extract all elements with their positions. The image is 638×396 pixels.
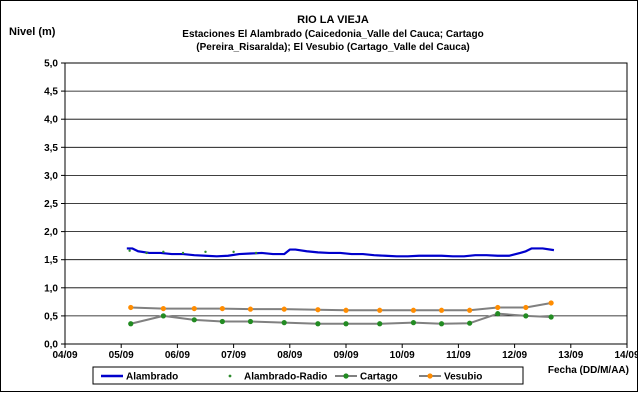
x-tick-label: 04/09 [52,350,77,361]
x-axis-label: Fecha (DD/M/AA) [548,365,629,376]
data-point [467,307,473,313]
data-point [160,313,166,319]
x-tick-label: 14/09 [614,350,637,361]
series-line [126,247,555,258]
series-vesubio [128,300,554,313]
data-point [410,307,417,313]
data-point [219,305,225,312]
y-tick-label: 1,0 [44,283,58,294]
y-axis-label: Nivel (m) [9,26,56,38]
data-point [438,321,445,327]
legend-item: Alambrado [101,372,178,383]
y-tick-label: 2,5 [44,199,58,210]
series-group [126,247,555,327]
data-point [191,305,197,312]
title-line: Estaciones El Alambrado (Caicedonia_Vall… [182,29,483,40]
data-point [377,307,383,313]
data-point [523,313,529,319]
data-point [128,304,134,311]
legend-label: Vesubio [444,372,482,383]
data-point [523,304,529,311]
y-tick-label: 4,5 [44,87,58,98]
legend-label: Alambrado-Radio [244,372,327,383]
x-tick-label: 09/09 [333,350,358,361]
data-point [281,320,287,326]
x-tick-label: 13/09 [558,350,583,361]
x-tick-label: 10/09 [390,350,415,361]
y-tick-label: 3,5 [44,143,58,154]
data-point [181,251,185,255]
data-point [254,251,258,255]
data-point [438,307,445,313]
data-point [548,300,554,306]
y-tick-label: 0,0 [44,340,58,351]
chart-title: RIO LA VIEJA Estaciones El Alambrado (Ca… [182,14,483,53]
legend-swatch [343,373,349,379]
legend-label: Alambrado [126,372,178,383]
data-point [315,307,321,313]
data-point [467,320,473,326]
x-tick-label: 05/09 [109,350,134,361]
data-point [128,321,134,327]
y-tick-label: 0,5 [44,311,58,322]
data-point [247,318,254,325]
data-point [343,307,349,313]
data-point [162,250,165,254]
y-tick-label: 4,0 [44,115,58,126]
data-point [343,321,349,327]
data-point [377,321,383,327]
y-tick-label: 5,0 [44,59,58,70]
y-tick-label: 3,0 [44,171,58,182]
data-point [219,318,225,325]
x-tick-label: 06/09 [165,350,190,361]
series-cartago [128,311,554,327]
legend-box [92,366,524,385]
data-point [191,317,197,323]
legend-label: Cartago [360,372,398,383]
legend-item: Vesubio [419,372,482,383]
data-point [247,306,254,312]
legend: Alambrado Alambrado-Radio Cartago Vesubio [92,366,524,385]
legend-item: Cartago [335,372,398,383]
x-tick-label: 07/09 [221,350,246,361]
data-point [204,250,207,254]
data-point [232,250,235,254]
data-point [410,320,417,326]
data-point [548,314,554,320]
title-line: (Pereira_Risaralda); El Vesubio (Cartago… [196,42,469,53]
legend-swatch [427,373,433,379]
x-axis: 04/09 05/09 06/09 07/09 08/09 09/09 10/09 11/09… [52,344,638,361]
legend-swatch [228,374,232,378]
title-line: RIO LA VIEJA [297,14,369,26]
legend-item: Alambrado-Radio [228,372,327,383]
series-alambrado-radio [128,249,258,255]
y-axis: 0,0 0,5 1,0 1,5 2,0 2,5 3,0 3,5 4,0 4,5 5,0 [44,59,65,351]
data-point [315,321,321,327]
data-point [160,305,166,312]
x-tick-label: 12/09 [502,350,527,361]
data-point [145,251,148,255]
data-point [495,304,501,311]
series-alambrado [126,247,555,258]
y-tick-label: 2,0 [44,227,58,238]
data-point [495,311,501,317]
data-point [128,249,131,252]
x-tick-label: 11/09 [446,350,471,361]
y-tick-label: 1,5 [44,255,58,266]
x-tick-label: 08/09 [277,350,302,361]
data-point [281,306,287,312]
